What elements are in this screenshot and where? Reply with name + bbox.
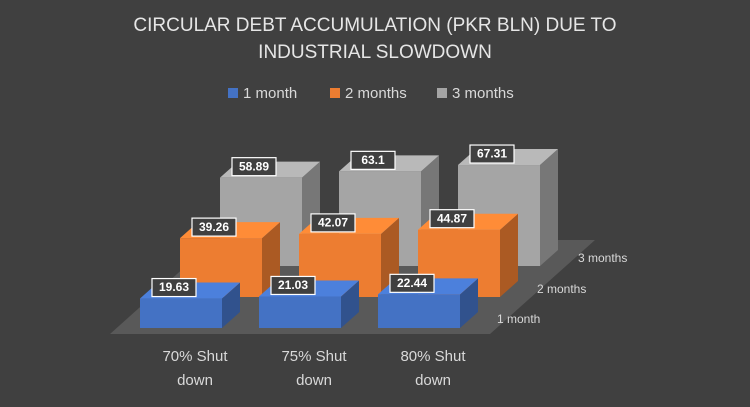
bar-front xyxy=(378,294,460,328)
data-label: 19.63 xyxy=(159,280,189,294)
bar-side xyxy=(222,282,240,328)
data-label-box xyxy=(389,273,435,293)
data-label: 67.31 xyxy=(477,147,507,161)
data-label: 63.1 xyxy=(361,153,385,167)
legend-swatch xyxy=(437,88,447,98)
legend-label: 3 months xyxy=(452,85,514,102)
data-label-box xyxy=(429,209,475,229)
data-label-box xyxy=(350,150,396,170)
x-tick-label: 80% Shut down xyxy=(400,348,466,389)
data-label: 21.03 xyxy=(278,278,308,292)
bar-side xyxy=(341,280,359,328)
data-label-box xyxy=(310,213,356,233)
bar-side xyxy=(540,149,558,266)
data-label-box xyxy=(469,144,515,164)
data-label-box xyxy=(270,275,316,296)
depth-label: 2 months xyxy=(537,282,586,296)
chart-title: CIRCULAR DEBT ACCUMULATION (PKR BLN) DUE… xyxy=(133,15,617,63)
data-label-box xyxy=(231,157,277,177)
x-tick-label: 70% Shut down xyxy=(162,348,228,389)
data-label-box xyxy=(151,277,197,298)
bar-front xyxy=(140,298,222,328)
legend-swatch xyxy=(228,88,238,98)
bar-side xyxy=(500,213,518,297)
data-label: 44.87 xyxy=(437,211,467,225)
legend-label: 1 month xyxy=(243,85,297,102)
bar-front xyxy=(259,296,341,328)
legend-swatch xyxy=(330,88,340,98)
data-label: 39.26 xyxy=(199,220,229,234)
depth-label: 1 month xyxy=(497,312,540,326)
x-tick-label: 75% Shut down xyxy=(281,348,347,389)
legend-label: 2 months xyxy=(345,85,407,102)
data-label: 58.89 xyxy=(239,159,269,173)
depth-label: 3 months xyxy=(578,251,627,265)
data-label: 22.44 xyxy=(397,276,427,290)
data-label-box xyxy=(191,217,237,237)
bar-side xyxy=(460,278,478,328)
data-label: 42.07 xyxy=(318,216,348,230)
